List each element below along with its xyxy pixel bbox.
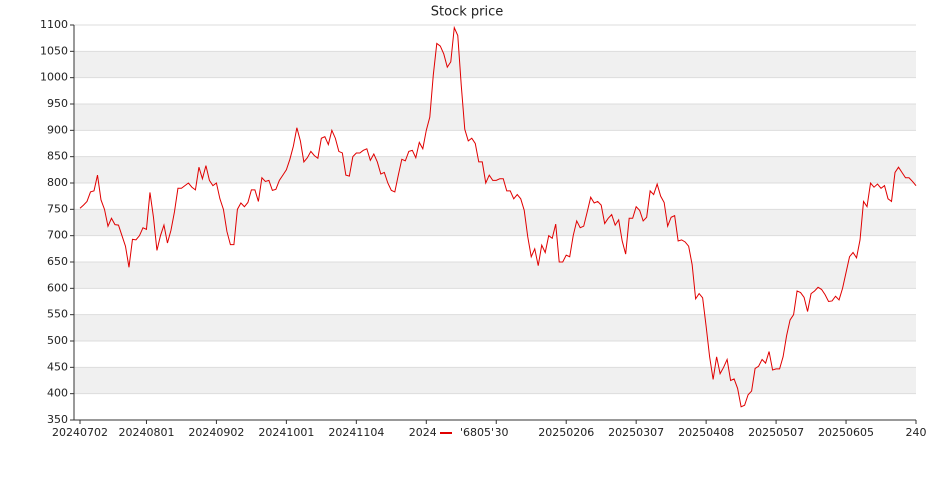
y-tick-label: 850 <box>47 150 68 163</box>
y-tick-label: 550 <box>47 308 68 321</box>
grid-band <box>74 367 916 394</box>
y-tick-label: 400 <box>47 387 68 400</box>
x-tick-label: 20241 <box>409 426 444 439</box>
grid-band <box>74 104 916 131</box>
x-tick-label: 20240902 <box>188 426 244 439</box>
y-tick-label: 500 <box>47 334 68 347</box>
y-tick-label: 350 <box>47 413 68 426</box>
price-line <box>79 25 917 408</box>
x-tick-label: 20250507 <box>748 426 804 439</box>
chart-title: Stock price <box>431 5 503 20</box>
grid-band <box>74 209 916 236</box>
y-tick-label: 800 <box>47 176 68 189</box>
y-tick-label: 900 <box>47 123 68 136</box>
x-tick-label: 20241104 <box>328 426 384 439</box>
legend-label: '6805' <box>460 426 494 439</box>
x-tick-label: 20250605 <box>818 426 874 439</box>
y-tick-label: 650 <box>47 255 68 268</box>
y-tick-label: 1000 <box>40 71 68 84</box>
y-tick-label: 1050 <box>40 44 68 57</box>
grid-band <box>74 156 916 183</box>
y-tick-label: 950 <box>47 97 68 110</box>
y-tick-label: 1100 <box>40 18 68 31</box>
x-tick-label: 240 <box>906 426 927 439</box>
y-tick-label: 750 <box>47 202 68 215</box>
x-tick-label: 20240702 <box>52 426 108 439</box>
x-tick-label: 20240801 <box>118 426 174 439</box>
legend-box <box>436 425 496 441</box>
y-tick-label: 600 <box>47 281 68 294</box>
x-tick-label: 20250307 <box>608 426 664 439</box>
x-tick-label: 20250206 <box>538 426 594 439</box>
y-tick-label: 700 <box>47 229 68 242</box>
x-tick-label: 20241001 <box>258 426 314 439</box>
grid-band <box>74 262 916 289</box>
y-tick-label: 450 <box>47 360 68 373</box>
grid-band <box>74 51 916 78</box>
x-tick-label: 20250408 <box>678 426 734 439</box>
grid-band <box>74 314 916 341</box>
